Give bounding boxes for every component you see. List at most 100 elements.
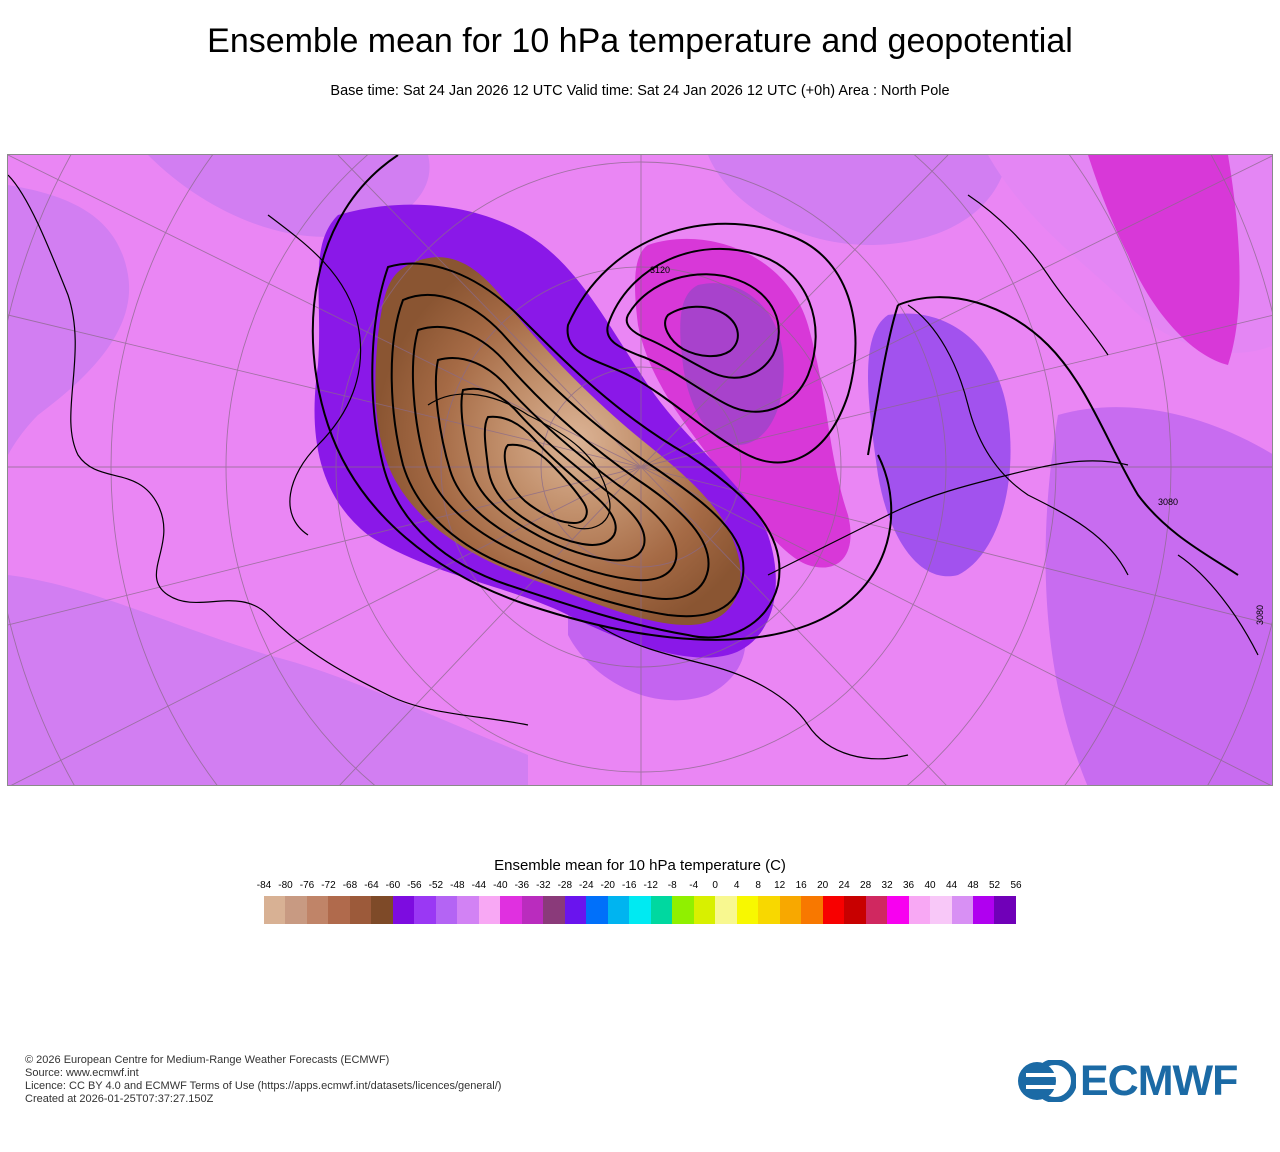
legend-color-cell: [543, 896, 565, 924]
legend-tick-label: 20: [817, 880, 829, 891]
legend-color-cell: [564, 896, 587, 924]
legend-color-cell: [951, 896, 973, 924]
contour-labels: 3120 3080 3080: [650, 265, 1265, 625]
legend-color-cell: [994, 896, 1016, 924]
legend-tick-label: 36: [903, 880, 915, 891]
legend-color-cell: [779, 896, 802, 924]
coastline-alaska: [967, 194, 1109, 356]
legend-color-cell: [500, 896, 522, 924]
contour-line: [625, 273, 780, 379]
contour-line: [371, 262, 781, 639]
legend-tick-label: -76: [299, 880, 315, 891]
legend-color-cell: [930, 896, 952, 924]
legend-color-cell: [285, 896, 307, 924]
footer-credits: © 2026 European Centre for Medium-Range …: [25, 1054, 501, 1106]
footer-copyright: © 2026 European Centre for Medium-Range …: [25, 1054, 390, 1066]
legend-tick-label: 12: [774, 880, 786, 891]
legend-color-cell: [844, 896, 866, 924]
coastline-americas: [8, 174, 529, 726]
legend-color-cell: [457, 896, 479, 924]
legend-color-cell: [306, 896, 329, 924]
legend-tick-label: 40: [924, 880, 936, 891]
legend-tick-label: 32: [881, 880, 893, 891]
legend-color-cell: [629, 896, 651, 924]
geopotential-contours: [311, 155, 1239, 641]
contour-line: [460, 387, 646, 562]
legend-tick-label: 52: [988, 880, 1001, 891]
contour-line: [434, 357, 678, 582]
legend-tick-label: 16: [795, 880, 807, 891]
legend-color-cell: [736, 896, 759, 924]
meridian: [640, 155, 1272, 468]
legend-tick-label: -28: [557, 880, 573, 891]
legend-tick-label: -36: [514, 880, 530, 891]
legend-tick-label: 28: [860, 880, 872, 891]
contour-line: [390, 294, 745, 618]
legend-tick-label: 56: [1010, 880, 1022, 891]
legend-color-cell: [392, 896, 415, 924]
coastline-greenland: [427, 393, 611, 530]
meridian: [640, 466, 947, 785]
coastline-japan: [1177, 554, 1259, 656]
legend-color-cell: [349, 896, 372, 924]
legend-color-cell: [822, 896, 845, 924]
legend-tick-label: 4: [733, 880, 740, 891]
coastlines: [8, 174, 1259, 760]
legend-color-cell: [521, 896, 544, 924]
coastline-europe: [597, 624, 909, 760]
ecmwf-logo: ECMWF: [1016, 1056, 1258, 1105]
legend-color-cell: [650, 896, 673, 924]
legend-color-cell: [328, 896, 350, 924]
legend-tick-label: -64: [364, 880, 379, 891]
map-panel: 3120 3080 3080: [7, 154, 1273, 786]
legend-color-cell: [865, 896, 888, 924]
contour-line: [897, 296, 1239, 576]
legend-color-cell: [693, 896, 716, 924]
graticule: [8, 155, 1272, 785]
legend-tick-label: -80: [278, 880, 293, 891]
meridian: [640, 466, 1272, 785]
legend-tick-label: -44: [471, 880, 487, 891]
logo-text: ECMWF: [1080, 1056, 1238, 1105]
coastline-siberia: [907, 304, 1129, 576]
contour-label: 3080: [1158, 497, 1178, 507]
meridian: [8, 466, 642, 626]
footer-created: Created at 2026-01-25T07:37:27.150Z: [25, 1093, 214, 1105]
polar-map: 3120 3080 3080: [8, 155, 1272, 785]
meridian: [640, 466, 1272, 625]
page-title: Ensemble mean for 10 hPa temperature and…: [207, 22, 1073, 60]
meridian: [640, 155, 949, 468]
legend-color-cell: [672, 896, 694, 924]
legend-tick-label: -32: [536, 880, 551, 891]
legend-ticks: -84 -80 -76 -72 -68 -64 -60 -56 -52 -48 -44 -40 -36-…: [0, 880, 1280, 894]
legend-tick-label: 44: [945, 880, 958, 891]
contour-line: [566, 222, 857, 464]
legend-color-cell: [607, 896, 630, 924]
ecmwf-logo-icon: [1018, 1060, 1076, 1102]
legend-tick-label: -16: [622, 880, 637, 891]
legend-tick-label: -56: [407, 880, 422, 891]
contour-line: [311, 155, 893, 641]
region-violet-northcenter: [708, 155, 1008, 245]
contour-label: 3080: [1255, 605, 1265, 625]
legend-color-cell: [801, 896, 823, 924]
region-violet-pacific: [868, 313, 1011, 577]
meridian: [640, 315, 1272, 468]
legend-tick-label: -40: [493, 880, 508, 891]
legend-tick-label: 0: [712, 880, 718, 891]
legend-color-cell: [715, 896, 737, 924]
contour-label: 3120: [650, 265, 670, 275]
legend-tick-label: -52: [428, 880, 444, 891]
legend-color-cell: [414, 896, 436, 924]
region-magenta-northeast: [1088, 155, 1240, 365]
contour-line: [411, 325, 710, 600]
legend-tick-label: -68: [342, 880, 358, 891]
region-magenta-core: [680, 283, 784, 445]
region-violet-southwest: [8, 575, 528, 785]
legend-tick-label: -12: [643, 880, 658, 891]
contour-line: [503, 443, 588, 525]
legend-tick-label: 24: [838, 880, 850, 891]
meridian: [337, 155, 642, 468]
legend-color-cell: [908, 896, 931, 924]
coastline-canada: [267, 214, 362, 536]
